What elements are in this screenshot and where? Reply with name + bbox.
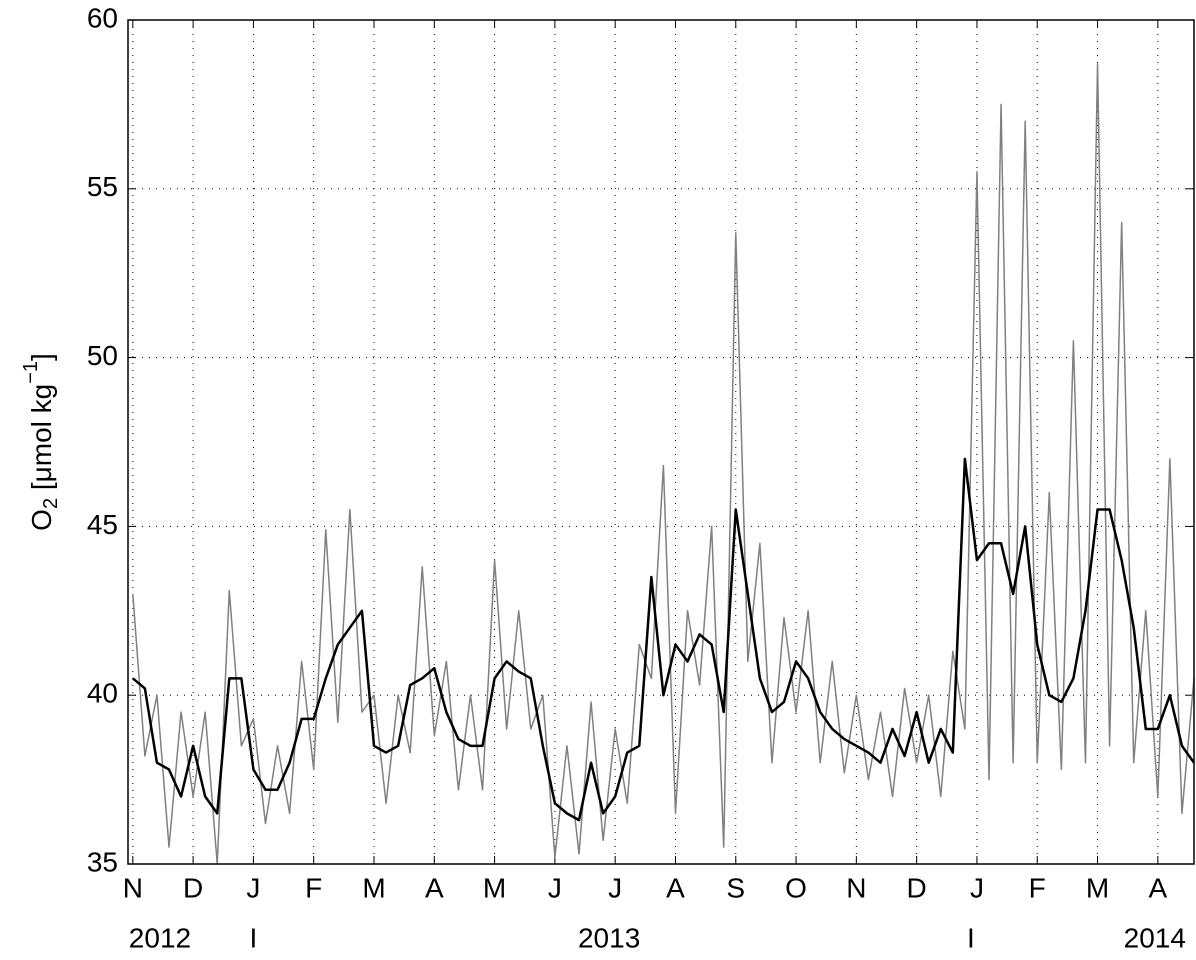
y-tick-label: 45 <box>87 509 118 540</box>
data-line <box>132 63 1195 865</box>
x-year-label: I <box>967 922 975 953</box>
x-tick-label: A <box>666 872 685 903</box>
y-label-sub: 2 <box>40 498 62 509</box>
x-tick-label: D <box>907 872 927 903</box>
x-tick-label: A <box>1148 872 1167 903</box>
x-tick-label: D <box>183 872 203 903</box>
y-label-end: ] <box>26 353 57 361</box>
x-tick-label: M <box>1086 872 1109 903</box>
x-tick-label: A <box>425 872 444 903</box>
x-tick-label: J <box>970 872 984 903</box>
x-tick-label: F <box>1029 872 1046 903</box>
x-tick-label: S <box>726 872 745 903</box>
x-tick-label: J <box>246 872 260 903</box>
x-tick-label: O <box>785 872 807 903</box>
y-label-mid: [μmol kg <box>26 384 57 498</box>
x-tick-label: J <box>548 872 562 903</box>
x-year-label: 2014 <box>1124 922 1186 953</box>
x-year-label: I <box>250 922 258 953</box>
y-tick-label: 40 <box>87 678 118 709</box>
y-tick-label: 55 <box>87 171 118 202</box>
x-tick-label: N <box>123 872 143 903</box>
plot-frame <box>127 19 1195 865</box>
data-line <box>132 457 1196 822</box>
y-axis-label: O2 [μmol kg−1] <box>20 353 62 531</box>
x-tick-label: M <box>483 872 506 903</box>
y-tick-label: 50 <box>87 340 118 371</box>
y-tick-label: 35 <box>87 846 118 877</box>
x-tick-label: M <box>362 872 385 903</box>
x-tick-label: F <box>305 872 322 903</box>
x-tick-label: N <box>846 872 866 903</box>
x-tick-label: J <box>608 872 622 903</box>
y-label-base: O <box>26 509 57 531</box>
y-tick-label: 60 <box>87 2 118 33</box>
x-year-label: 2013 <box>578 922 640 953</box>
x-year-label: 2012 <box>129 922 191 953</box>
y-label-sup: −1 <box>20 361 42 384</box>
